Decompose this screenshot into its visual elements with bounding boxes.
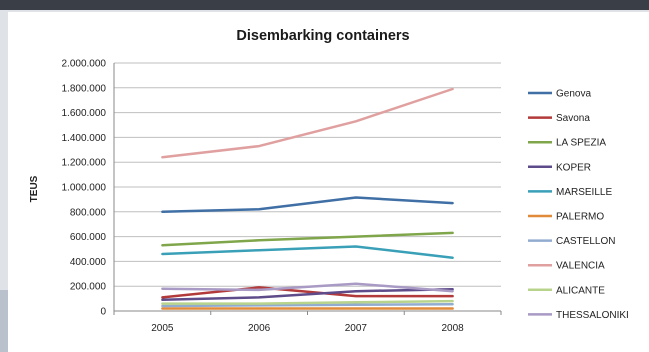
series-line-marseille	[161, 245, 454, 259]
legend-label-genova: Genova	[556, 89, 591, 100]
legend-label-koper: KOPER	[556, 162, 591, 173]
series-line-koper	[161, 288, 454, 302]
y-tick-label: 1.600.000	[62, 108, 107, 119]
legend-label-palermo: PALERMO	[556, 212, 604, 223]
x-tick-label: 2006	[248, 323, 271, 334]
series-line-valencia	[161, 87, 454, 159]
y-tick-label: 400.000	[70, 257, 107, 268]
legend-label-la-spezia: LA SPEZIA	[556, 138, 606, 149]
legend-label-marseille: MARSEILLE	[556, 187, 612, 198]
series-line-thessaloniki	[161, 282, 454, 293]
x-tick-label: 2008	[442, 323, 465, 334]
legend-label-thessaloniki: THESSALONIKI	[556, 310, 629, 321]
legend-label-alicante: ALICANTE	[556, 285, 605, 296]
y-tick-label: 200.000	[70, 282, 107, 293]
series-line-savona	[161, 286, 454, 299]
series-line-la-spezia	[161, 231, 454, 247]
y-tick-label: 1.400.000	[62, 133, 107, 144]
y-tick-label: 0	[100, 307, 106, 318]
series-line-alicante	[161, 299, 454, 305]
series-line-genova	[161, 196, 454, 214]
series-line-castellon	[161, 302, 454, 308]
y-tick-label: 1.800.000	[62, 83, 107, 94]
legend-label-castellon: CASTELLON	[556, 236, 615, 247]
window-left-edge	[0, 290, 8, 352]
legend-label-valencia: VALENCIA	[556, 261, 605, 272]
y-axis-title: TEUS	[29, 175, 40, 202]
y-tick-label: 1.200.000	[62, 158, 107, 169]
y-tick-label: 800.000	[70, 207, 107, 218]
chart-panel	[8, 12, 649, 352]
x-tick-label: 2005	[151, 323, 174, 334]
window-top-bar	[0, 0, 649, 10]
y-tick-label: 2.000.000	[62, 59, 107, 70]
legend-label-savona: Savona	[556, 113, 590, 124]
x-tick-label: 2007	[345, 323, 368, 334]
chart-title: Disembarking containers	[236, 28, 409, 44]
y-tick-label: 600.000	[70, 232, 107, 243]
y-tick-label: 1.000.000	[62, 183, 107, 194]
